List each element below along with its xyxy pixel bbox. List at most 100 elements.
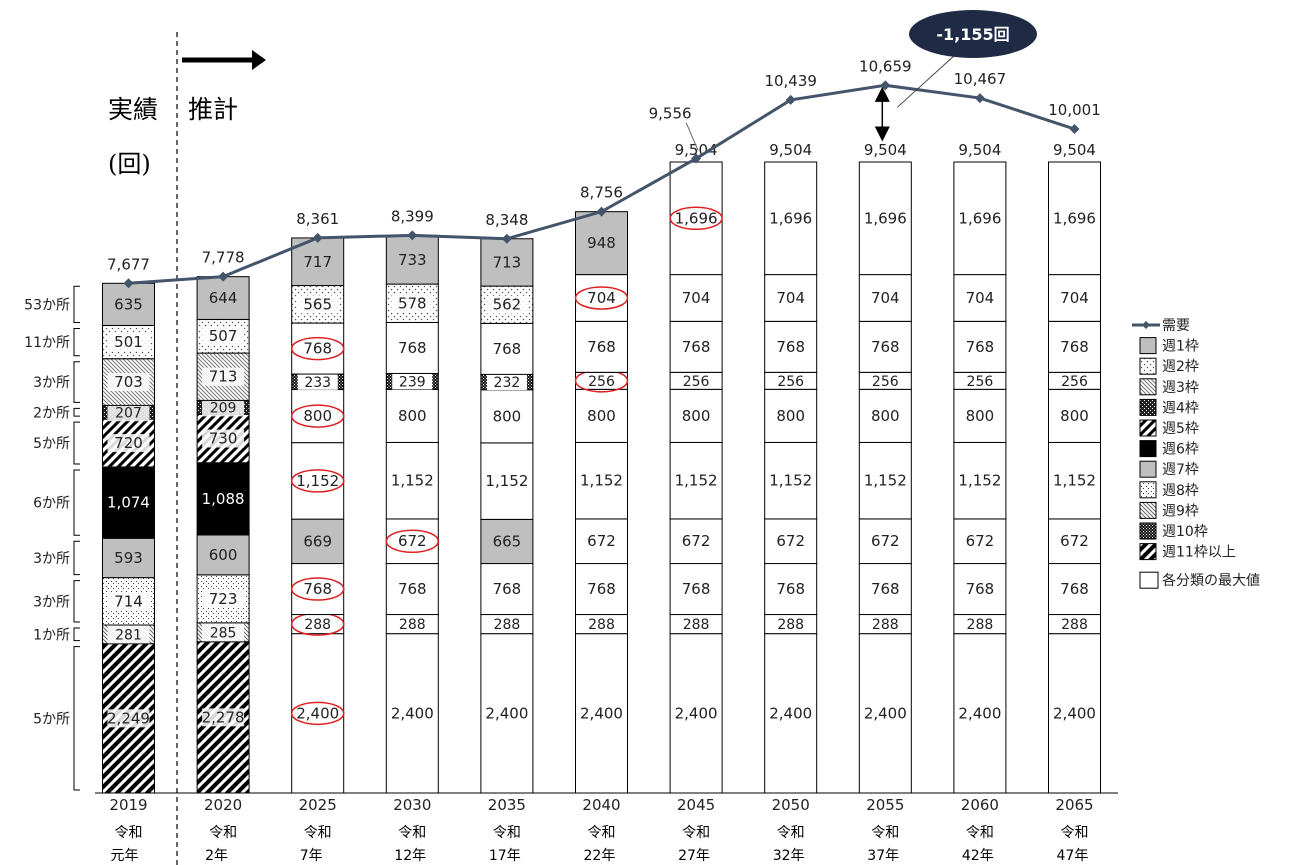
bar-segment bbox=[953, 388, 1007, 443]
bar-segment bbox=[102, 466, 155, 539]
bar-segment bbox=[669, 633, 723, 794]
demand-label: 9,556 bbox=[649, 105, 692, 123]
bar-segment-label: 1,152 bbox=[864, 472, 907, 490]
bar-segment-label: 665 bbox=[493, 532, 522, 550]
bar-segment-label: 672 bbox=[682, 532, 711, 550]
bar-segment-label: 704 bbox=[966, 289, 995, 307]
bar-segment-label: 800 bbox=[303, 407, 332, 425]
group-label: 11か所 bbox=[24, 335, 70, 351]
bar-segment-label: 768 bbox=[966, 580, 995, 598]
x-tick-era-year: 17年 bbox=[489, 848, 521, 864]
label-backdrop bbox=[107, 592, 150, 611]
label-backdrop bbox=[202, 398, 245, 417]
bar-segment bbox=[480, 518, 534, 565]
label-backdrop bbox=[486, 374, 527, 391]
legend-swatch bbox=[1139, 378, 1157, 396]
bar-segment-label: 672 bbox=[966, 532, 995, 550]
highlight-circle bbox=[574, 286, 629, 310]
legend-swatch bbox=[1139, 522, 1157, 540]
bar-segment bbox=[1048, 320, 1101, 373]
bar-segment bbox=[669, 441, 723, 520]
bar-segment-label: 713 bbox=[209, 368, 238, 386]
demand-label: 8,361 bbox=[296, 210, 339, 228]
bar-segment-label: 730 bbox=[209, 430, 238, 448]
demand-label: 7,778 bbox=[202, 249, 245, 267]
legend-label: 週5枠 bbox=[1162, 421, 1199, 437]
legend-swatch bbox=[1139, 543, 1157, 561]
bar-segment-label: 768 bbox=[1060, 580, 1089, 598]
demand-point bbox=[312, 232, 323, 243]
bar-segment-label: 672 bbox=[871, 532, 900, 550]
bar-segment-label: 768 bbox=[682, 338, 711, 356]
bar-segment-label: 1,696 bbox=[958, 209, 1001, 227]
legend-label: 週3枠 bbox=[1162, 380, 1199, 396]
bar-total-label: 9,504 bbox=[675, 141, 718, 159]
legend-label: 週7枠 bbox=[1162, 462, 1199, 478]
bar-segment-label: 800 bbox=[682, 407, 711, 425]
bar-segment-label: 2,400 bbox=[769, 704, 812, 722]
bar-segment-label: 256 bbox=[777, 374, 804, 390]
label-backdrop bbox=[107, 434, 150, 453]
bar-segment-label: 1,152 bbox=[1053, 472, 1096, 490]
x-tick-era-year: 27年 bbox=[678, 848, 710, 864]
bar-segment bbox=[764, 518, 818, 565]
bar-total-label: 9,504 bbox=[958, 141, 1001, 159]
bar-segment bbox=[575, 633, 628, 794]
bar-segment-label: 672 bbox=[398, 532, 427, 550]
legend-label: 週10枠 bbox=[1162, 524, 1208, 540]
bar-segment-label: 2,400 bbox=[580, 704, 623, 722]
bar-segment-label: 768 bbox=[1060, 338, 1089, 356]
bar-segment-label: 1,152 bbox=[958, 472, 1001, 490]
bar-segment-label: 768 bbox=[493, 340, 522, 358]
group-bracket bbox=[73, 469, 80, 536]
legend-label: 週6枠 bbox=[1162, 442, 1199, 458]
group-label: 6か所 bbox=[33, 496, 70, 512]
bar-segment bbox=[669, 161, 723, 276]
group-label: 3か所 bbox=[33, 594, 70, 610]
bar-segment-label: 288 bbox=[588, 617, 615, 633]
group-bracket bbox=[73, 580, 80, 623]
x-tick-era-year: 37年 bbox=[867, 848, 899, 864]
label-backdrop bbox=[107, 403, 150, 422]
bar-segment-label: 507 bbox=[209, 327, 238, 345]
highlight-circle bbox=[669, 206, 723, 231]
bar-segment-label: 1,696 bbox=[1053, 209, 1096, 227]
group-label: 2か所 bbox=[33, 405, 70, 421]
bar-segment bbox=[953, 320, 1007, 373]
label-backdrop bbox=[202, 429, 245, 448]
bar-segment bbox=[291, 442, 345, 520]
x-tick-year: 2055 bbox=[866, 796, 904, 814]
bar-segment bbox=[764, 388, 818, 443]
label-backdrop bbox=[392, 373, 433, 390]
bar-segment-label: 713 bbox=[493, 253, 522, 271]
bar-segment-label: 768 bbox=[871, 580, 900, 598]
bar-segment bbox=[575, 441, 628, 520]
bar-segment-label: 704 bbox=[776, 289, 805, 307]
bar-segment bbox=[953, 563, 1007, 616]
bar-segment-label: 768 bbox=[587, 338, 616, 356]
bar-segment bbox=[480, 389, 534, 444]
legend-label: 週4枠 bbox=[1162, 400, 1199, 416]
legend-swatch bbox=[1139, 481, 1157, 499]
bar-segment-label: 288 bbox=[399, 617, 426, 633]
bar-segment-label: 672 bbox=[776, 532, 805, 550]
bar-segment bbox=[575, 211, 628, 276]
x-tick-era-year: 22年 bbox=[584, 848, 616, 864]
x-tick-year: 2019 bbox=[109, 796, 147, 814]
x-tick-year: 2035 bbox=[488, 796, 526, 814]
bar-segment bbox=[1048, 441, 1101, 520]
legend-label: 週11枠以上 bbox=[1162, 545, 1236, 561]
bar-segment-label: 703 bbox=[114, 373, 143, 391]
label-backdrop bbox=[391, 294, 434, 313]
x-tick-year: 2030 bbox=[393, 796, 431, 814]
x-tick-year: 2025 bbox=[299, 796, 337, 814]
highlight-circle bbox=[290, 577, 345, 601]
bar-segment-label: 1,074 bbox=[107, 494, 150, 512]
forecast-label: 推計 bbox=[188, 95, 238, 124]
legend-swatch bbox=[1139, 357, 1157, 375]
bar-segment bbox=[480, 442, 534, 520]
bar-segment-label: 1,696 bbox=[769, 209, 812, 227]
bar-segment-label: 768 bbox=[871, 338, 900, 356]
bar-segment bbox=[385, 441, 439, 520]
